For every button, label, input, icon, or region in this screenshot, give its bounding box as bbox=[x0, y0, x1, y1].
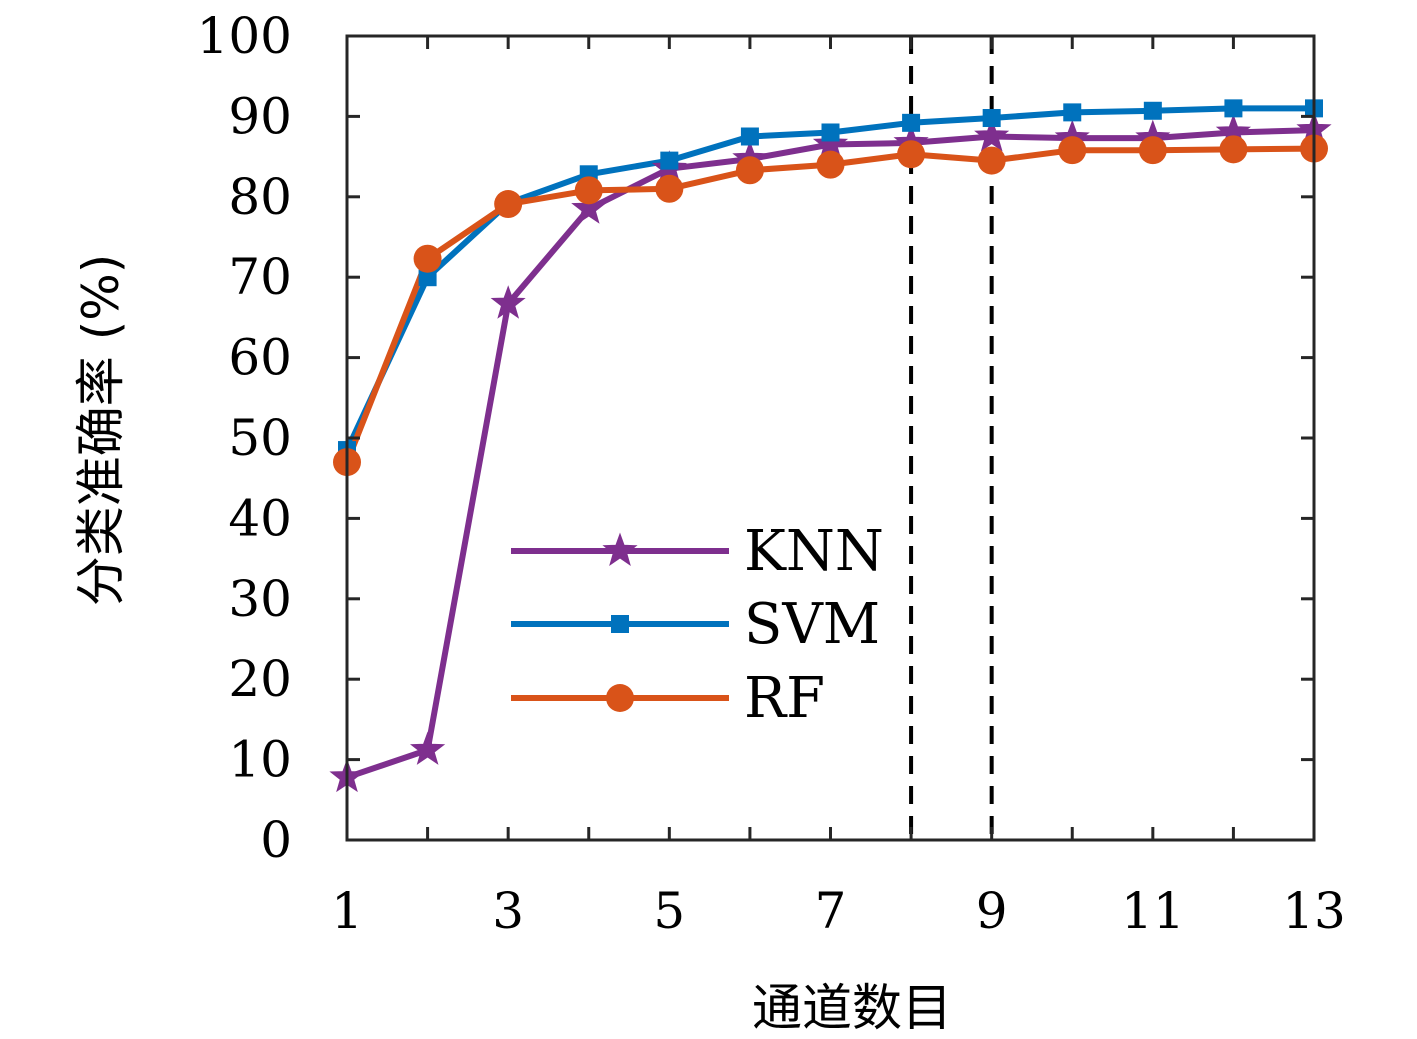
y-axis-title: 分类准确率 (%) bbox=[72, 254, 130, 606]
x-tick-label: 7 bbox=[815, 882, 847, 940]
y-tick-label: 30 bbox=[228, 570, 292, 628]
data-point-rf bbox=[655, 174, 684, 203]
legend-label-svm: SVM bbox=[744, 592, 880, 657]
y-tick-labels: 0 10 20 30 40 50 60 70 80 90 100 bbox=[197, 7, 292, 869]
y-tick-label: 0 bbox=[260, 811, 292, 869]
y-tick-label: 40 bbox=[228, 489, 292, 547]
legend: KNN SVM RF bbox=[511, 519, 884, 731]
data-point-svm bbox=[1224, 99, 1243, 118]
data-point-rf bbox=[574, 176, 603, 205]
data-point-rf bbox=[1138, 136, 1167, 165]
x-axis-title: 通道数目 bbox=[752, 979, 952, 1037]
x-tick-labels: 1 3 5 7 9 11 13 bbox=[331, 882, 1346, 940]
data-point-rf bbox=[897, 140, 926, 169]
legend-marker-knn bbox=[602, 532, 638, 566]
y-tick-label: 70 bbox=[228, 248, 292, 306]
data-point-rf bbox=[413, 244, 442, 273]
axis-ticks bbox=[345, 34, 1316, 842]
x-tick-label: 11 bbox=[1121, 882, 1185, 940]
x-tick-label: 13 bbox=[1282, 882, 1346, 940]
series-markers bbox=[329, 99, 1332, 793]
legend-label-knn: KNN bbox=[744, 519, 884, 584]
legend-marker-svm bbox=[611, 615, 629, 633]
data-point-svm bbox=[660, 151, 679, 170]
data-point-knn bbox=[974, 118, 1010, 152]
data-point-rf bbox=[816, 150, 845, 179]
y-tick-label: 20 bbox=[228, 650, 292, 708]
y-tick-label: 60 bbox=[228, 329, 292, 387]
data-point-svm bbox=[1063, 103, 1082, 122]
x-tick-label: 9 bbox=[976, 882, 1008, 940]
data-point-knn bbox=[571, 190, 607, 224]
data-point-rf bbox=[977, 146, 1006, 175]
x-tick-label: 3 bbox=[492, 882, 524, 940]
data-point-svm bbox=[821, 123, 840, 142]
y-tick-label: 90 bbox=[228, 87, 292, 145]
data-point-rf bbox=[1219, 135, 1248, 164]
data-point-svm bbox=[740, 127, 759, 146]
y-tick-label: 80 bbox=[228, 168, 292, 226]
data-point-svm bbox=[902, 113, 921, 132]
data-point-knn bbox=[410, 731, 446, 765]
legend-label-rf: RF bbox=[744, 666, 825, 731]
data-point-rf bbox=[735, 156, 764, 185]
x-tick-label: 1 bbox=[331, 882, 363, 940]
x-tick-label: 5 bbox=[653, 882, 685, 940]
data-point-svm bbox=[418, 268, 437, 287]
data-point-svm bbox=[1143, 101, 1162, 120]
legend-marker-rf bbox=[606, 684, 634, 712]
data-point-rf bbox=[494, 190, 523, 219]
y-tick-label: 10 bbox=[228, 731, 292, 789]
y-tick-label: 100 bbox=[197, 7, 292, 65]
data-point-rf bbox=[1058, 136, 1087, 165]
data-point-knn bbox=[490, 285, 526, 319]
data-point-svm bbox=[982, 109, 1001, 128]
y-tick-label: 50 bbox=[228, 409, 292, 467]
